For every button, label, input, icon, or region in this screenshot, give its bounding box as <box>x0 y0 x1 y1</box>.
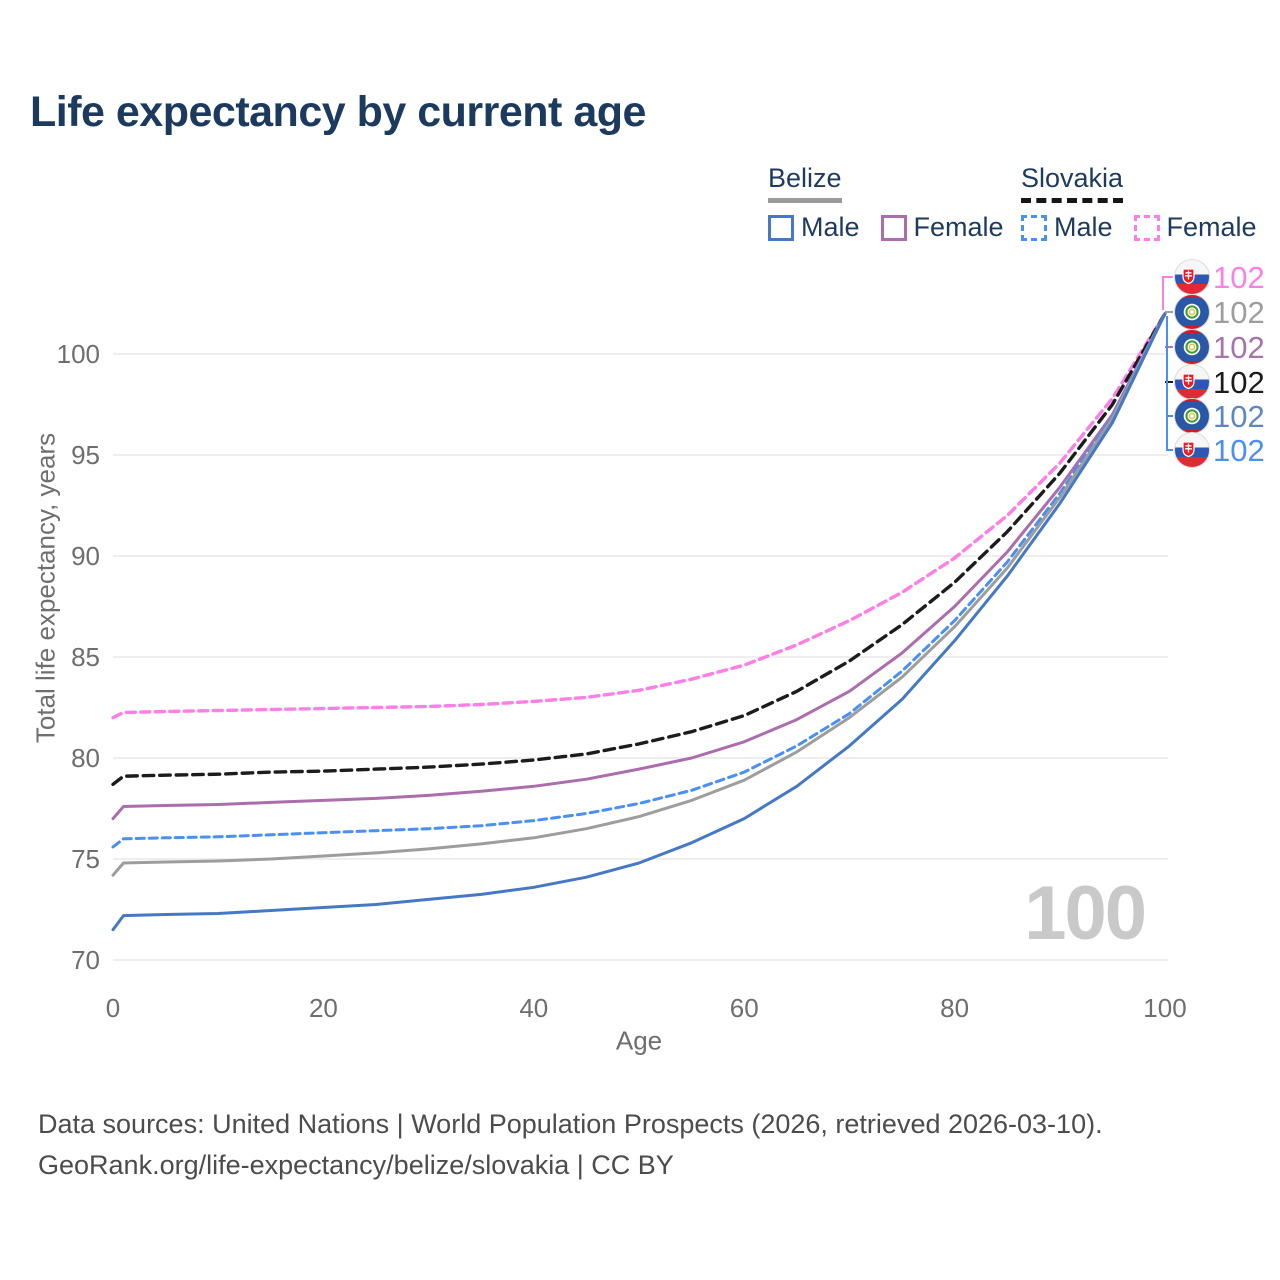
chart-footer: Data sources: United Nations | World Pop… <box>38 1104 1103 1186</box>
x-axis-title: Age <box>615 1025 663 1056</box>
y-tick-label: 70 <box>71 945 100 975</box>
slovakia-flag-icon <box>1174 259 1210 295</box>
end-label-leader-line <box>1166 316 1173 451</box>
end-label-value: 102 <box>1213 365 1265 400</box>
legend-country-slovakia[interactable]: Slovakia <box>1021 163 1124 203</box>
series-line-slovakia_male <box>111 312 1167 849</box>
x-tick-label: 80 <box>940 993 969 1023</box>
legend-item-slovakia-male[interactable]: Male <box>1021 212 1113 243</box>
end-label-value: 102 <box>1213 399 1265 434</box>
slovakia-flag-icon <box>1174 432 1210 468</box>
end-label-value: 102 <box>1213 295 1265 330</box>
legend-item-belize-male[interactable]: Male <box>768 212 860 243</box>
y-tick-label: 75 <box>71 844 100 874</box>
x-tick-label: 20 <box>309 993 338 1023</box>
end-label-value: 102 <box>1213 260 1265 295</box>
age-counter-watermark: 100 <box>1024 871 1147 956</box>
y-axis-title: Total life expectancy, years <box>30 432 61 744</box>
legend-country-belize[interactable]: Belize <box>768 163 842 203</box>
footer-data-sources: Data sources: United Nations | World Pop… <box>38 1109 1103 1139</box>
belize-female-swatch-icon <box>880 214 907 241</box>
legend-label: Female <box>913 212 1004 242</box>
end-label-value: 102 <box>1213 330 1265 365</box>
series-line-belize_female <box>111 312 1167 821</box>
legend-item-belize-female[interactable]: Female <box>880 212 1004 243</box>
slovakia-flag-icon <box>1174 364 1210 400</box>
y-tick-label: 85 <box>71 642 100 672</box>
y-tick-label: 90 <box>71 541 100 571</box>
legend-label: Male <box>801 212 860 242</box>
legend-label: Female <box>1166 212 1257 242</box>
series-line-belize_male <box>111 312 1167 932</box>
y-tick-label: 95 <box>71 440 100 470</box>
series-line-slovakia <box>111 311 1167 786</box>
end-label-leader-line <box>1162 276 1173 310</box>
y-tick-label: 100 <box>57 339 100 369</box>
x-tick-label: 100 <box>1143 993 1186 1023</box>
belize-male-swatch-icon <box>768 214 794 241</box>
series-line-slovakia_female <box>111 311 1167 720</box>
x-tick-label: 0 <box>106 993 120 1023</box>
legend-group-belize: Belize Male Female <box>768 163 1004 243</box>
y-tick-label: 80 <box>71 743 100 773</box>
legend-group-slovakia: Slovakia Male Female <box>1021 163 1257 243</box>
footer-attribution: GeoRank.org/life-expectancy/belize/slova… <box>38 1150 674 1180</box>
chart-title: Life expectancy by current age <box>30 88 646 136</box>
x-tick-label: 40 <box>519 993 548 1023</box>
x-tick-label: 60 <box>730 993 759 1023</box>
belize-flag-icon <box>1174 398 1210 434</box>
belize-flag-icon <box>1174 329 1210 365</box>
slovakia-female-swatch-icon <box>1133 214 1160 241</box>
series-line-belize <box>111 312 1167 877</box>
belize-flag-icon <box>1174 294 1210 330</box>
legend-item-slovakia-female[interactable]: Female <box>1133 212 1257 243</box>
slovakia-male-swatch-icon <box>1021 214 1047 241</box>
end-label-value: 102 <box>1213 433 1265 468</box>
legend-label: Male <box>1054 212 1113 242</box>
